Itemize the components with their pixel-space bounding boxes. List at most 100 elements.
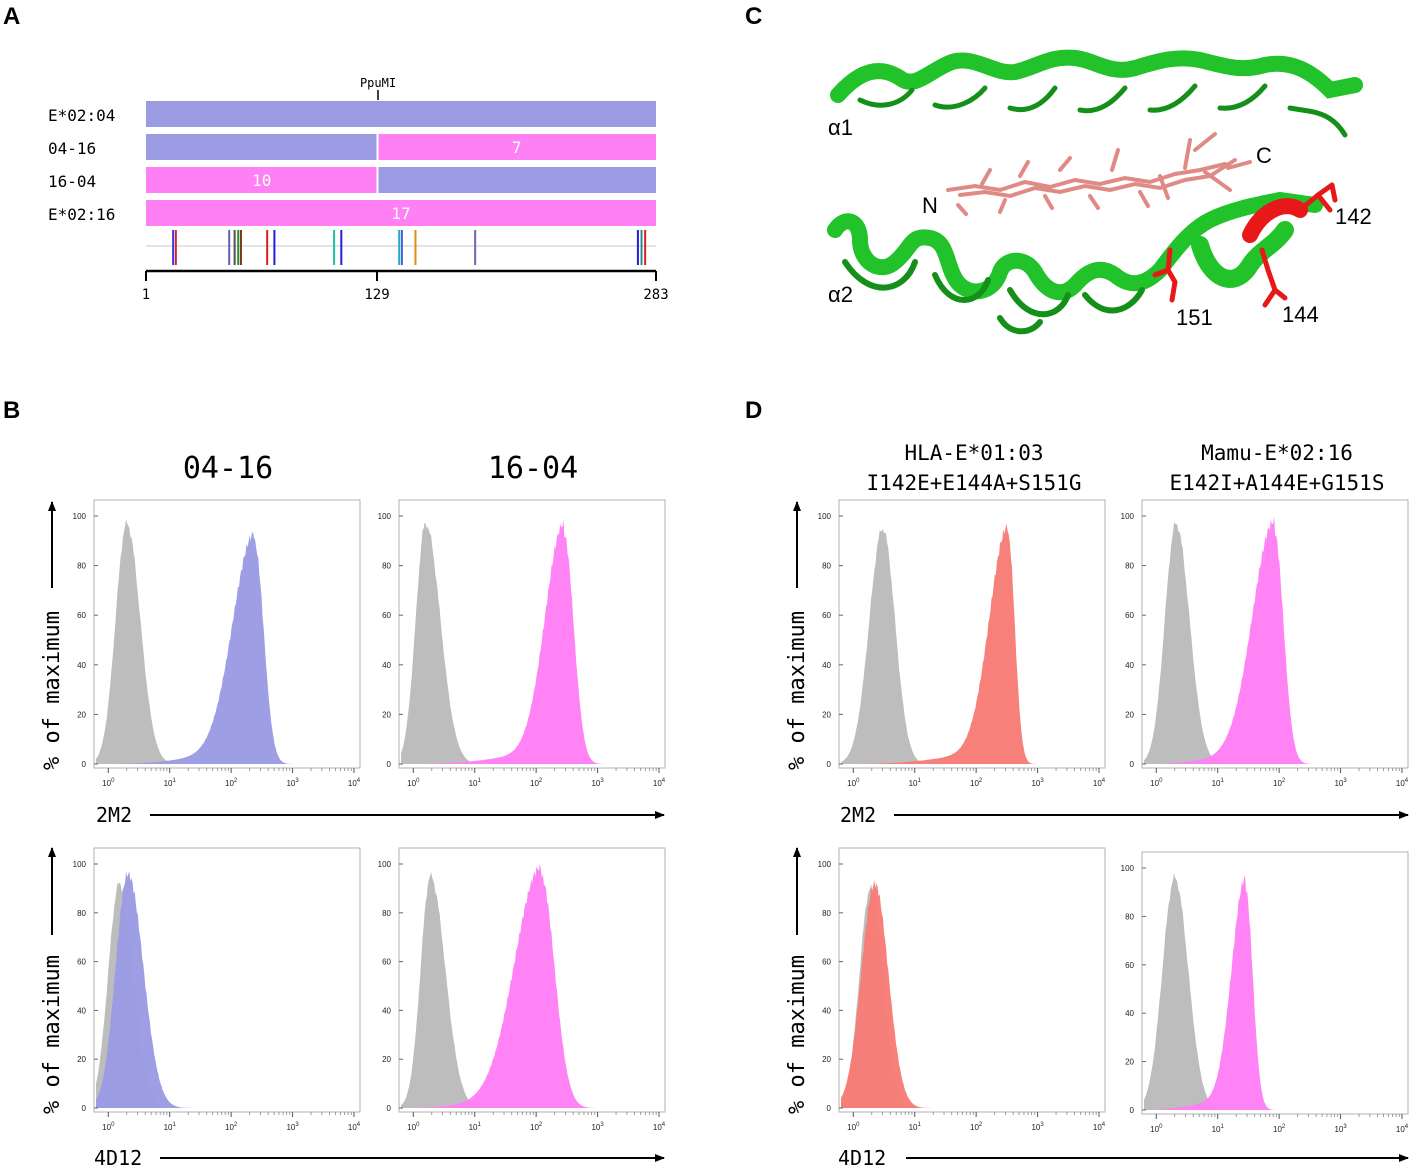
segment-label: 10	[252, 171, 271, 190]
y-tick-label: 60	[382, 958, 391, 967]
series-mamu-e-02-16-mutant	[1144, 516, 1402, 764]
axis-label-break: 129	[364, 287, 389, 303]
x-tick-label: 104	[653, 1122, 666, 1132]
ppumi-site-label: PpuMI	[360, 76, 396, 90]
x-tick-label: 102	[225, 1122, 238, 1132]
x-title-b-row1: 2M2	[96, 803, 665, 827]
y-tick-label: 60	[822, 958, 831, 967]
y-axis-title: % of maximum	[785, 955, 810, 1114]
y-tick-label: 40	[382, 1006, 391, 1015]
x-tick-label: 101	[1212, 778, 1225, 788]
y-tick-label: 20	[382, 710, 391, 719]
segment-label: 7	[512, 138, 522, 157]
y-tick-label: 0	[82, 1104, 87, 1113]
y-tick-label: 20	[822, 710, 831, 719]
x-tick-label: 104	[348, 778, 361, 788]
axis-label-end: 283	[643, 287, 668, 303]
x-tick-label: 102	[225, 778, 238, 788]
y-tick-label: 40	[1125, 661, 1134, 670]
x-axis-title-4d12: 4D12	[838, 1146, 886, 1170]
series-control	[96, 519, 354, 764]
y-tick-label: 100	[818, 512, 832, 521]
y-axis-title: % of maximum	[785, 611, 810, 770]
x-tick-label: 100	[102, 778, 115, 788]
y-tick-label: 60	[822, 611, 831, 620]
x-tick-label: 100	[407, 1122, 420, 1132]
alpha1-ribbon	[830, 49, 1363, 103]
x-tick-label: 104	[1396, 1124, 1409, 1134]
y-tick-label: 100	[818, 860, 832, 869]
series-16-04	[401, 519, 659, 764]
y-tick-label: 100	[378, 512, 392, 521]
y-tick-label: 60	[1125, 961, 1134, 970]
panel-b-title-04-16: 04-16	[183, 451, 273, 486]
histogram-D-4D12: 0 20 40 60 80 100 100 101 102 103 104	[818, 847, 1106, 1132]
y-tick-label: 0	[827, 1104, 832, 1113]
y-tick-label: 40	[1125, 1009, 1134, 1018]
construct-segment	[146, 101, 656, 127]
panel-d-title-mamu-line1: Mamu-E*02:16	[1201, 441, 1353, 465]
y-tick-label: 20	[77, 710, 86, 719]
series-hla-e-01-03-mutant	[841, 880, 1099, 1108]
residue-144-label: 144	[1282, 302, 1319, 327]
y-axis-title: % of maximum	[40, 955, 65, 1114]
y-tick-label: 20	[1125, 710, 1134, 719]
x-title-d-row1: 2M2	[840, 803, 1409, 827]
mutation-residues	[1152, 182, 1338, 308]
x-tick-label: 101	[164, 1122, 177, 1132]
x-tick-label: 100	[1150, 778, 1163, 788]
construct-segment	[377, 134, 656, 160]
y-tick-label: 60	[77, 611, 86, 620]
series-control	[841, 528, 1099, 764]
x-tick-label: 104	[1396, 778, 1409, 788]
y-tick-label: 0	[1130, 760, 1135, 769]
y-tick-label: 80	[382, 562, 391, 571]
y-tick-label: 20	[77, 1055, 86, 1064]
c-terminus-label: C	[1256, 143, 1272, 168]
y-tick-label: 100	[73, 512, 87, 521]
x-tick-label: 101	[909, 1122, 922, 1132]
series-control	[1144, 873, 1402, 1110]
alpha1-helix	[830, 49, 1363, 138]
y-title-b-row2: % of maximum	[40, 847, 65, 1114]
x-tick-label: 101	[469, 778, 482, 788]
residue-151-label: 151	[1176, 305, 1213, 330]
alpha2-ribbon-back	[842, 259, 1145, 335]
histogram-B-2M2: 0 20 40 60 80 100 100 101 102 103 104	[73, 499, 361, 788]
x-tick-label: 104	[348, 1122, 361, 1132]
alpha2-helix	[827, 191, 1323, 335]
y-tick-label: 40	[382, 661, 391, 670]
y-tick-label: 100	[1121, 864, 1135, 873]
x-tick-label: 102	[530, 778, 543, 788]
histogram-plots: 0 20 40 60 80 100 100 101 102 103 104 0 20 40 60 80 100 1…	[73, 499, 1409, 1134]
y-tick-label: 100	[73, 860, 87, 869]
alpha1-label: α1	[828, 115, 853, 140]
x-tick-label: 103	[1031, 778, 1044, 788]
y-tick-label: 80	[382, 909, 391, 918]
panel-d-title-hla-line1: HLA-E*01:03	[904, 441, 1043, 465]
histogram-D-2M2: 0 20 40 60 80 100 100 101 102 103 104	[818, 499, 1106, 788]
y-tick-label: 80	[822, 909, 831, 918]
alpha2-ribbon	[827, 191, 1323, 301]
histogram-B-2M2: 0 20 40 60 80 100 100 101 102 103 104	[378, 499, 666, 788]
y-tick-label: 40	[822, 1006, 831, 1015]
y-tick-label: 0	[1130, 1106, 1135, 1115]
x-tick-label: 104	[1093, 1122, 1106, 1132]
y-tick-label: 40	[77, 1006, 86, 1015]
x-tick-label: 103	[286, 778, 299, 788]
alpha2-label: α2	[828, 282, 853, 307]
y-tick-label: 20	[822, 1055, 831, 1064]
y-tick-label: 60	[1125, 611, 1134, 620]
panel-a-construct-map: PpuMI E*02:04 04-16 7 16-04 10 E*02:16 17 1 12…	[48, 76, 669, 303]
x-tick-label: 102	[970, 778, 983, 788]
panel-label-b: B	[3, 397, 20, 424]
series-04-16	[96, 870, 354, 1108]
alpha2-c-turn	[1191, 221, 1294, 288]
panel-d-title-mamu-line2: E142I+A144E+G151S	[1170, 471, 1385, 495]
series-control	[401, 522, 659, 764]
construct-name: E*02:04	[48, 106, 115, 125]
construct-segment	[146, 200, 656, 226]
y-tick-label: 80	[822, 562, 831, 571]
y-tick-label: 80	[1125, 912, 1134, 921]
y-title-d-row2: % of maximum	[785, 847, 810, 1114]
